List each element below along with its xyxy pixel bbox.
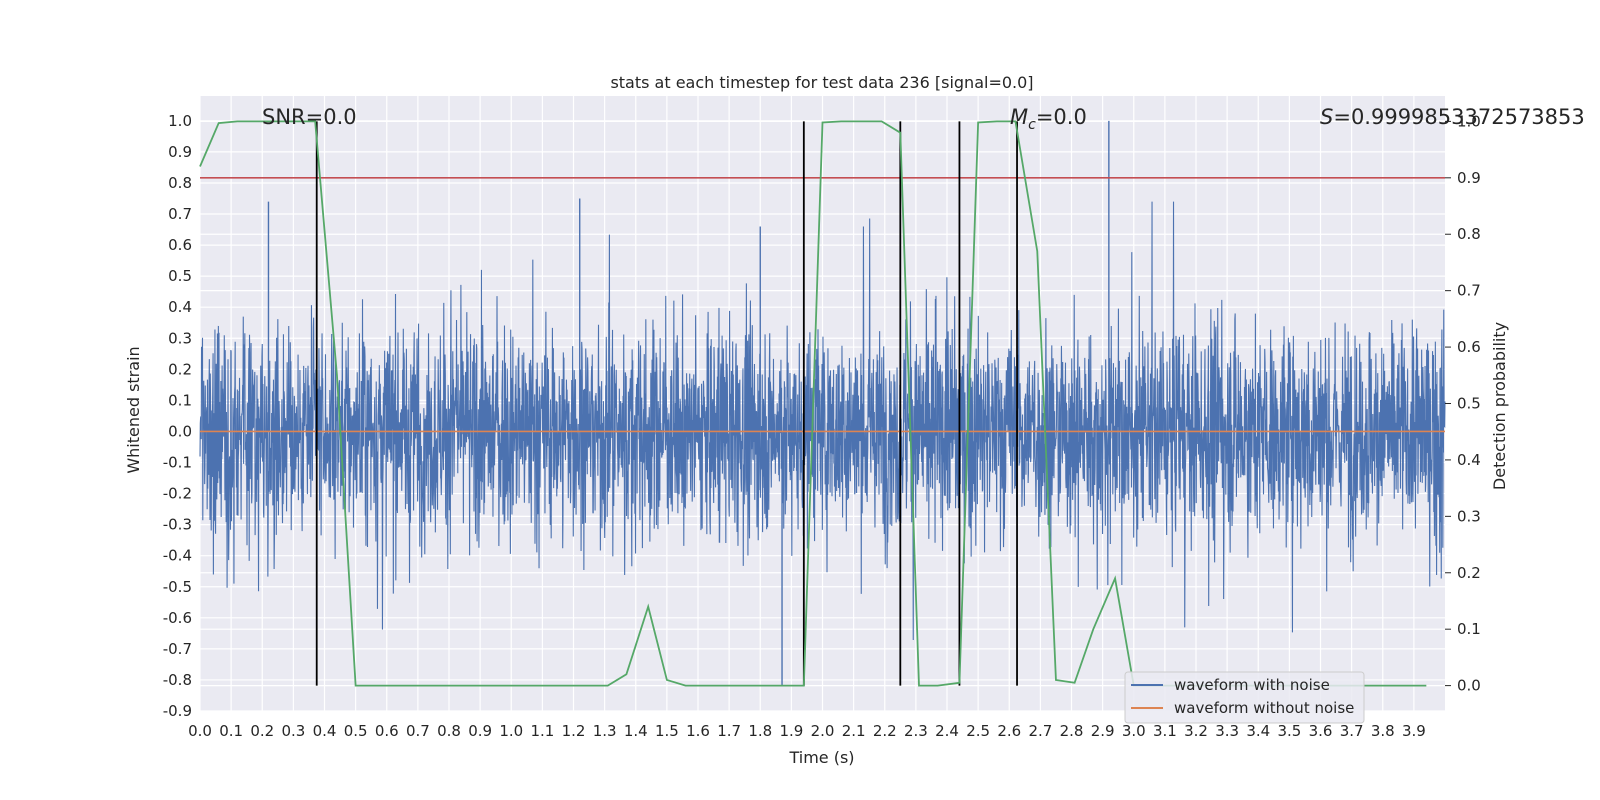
detection-vertical-lines: [315, 121, 1018, 686]
x-tick-label: 2.3: [904, 722, 928, 740]
legend-label-clean: waveform without noise: [1174, 699, 1354, 717]
x-tick-label: 2.5: [966, 722, 990, 740]
x-tick-label: 3.8: [1371, 722, 1395, 740]
y-tick-label-left: 0.0: [168, 422, 192, 440]
y-tick-label-left: -0.8: [163, 671, 192, 689]
x-tick-label: 0.5: [344, 722, 368, 740]
x-axis-label: Time (s): [788, 748, 854, 767]
x-tick-label: 3.0: [1122, 722, 1146, 740]
score-annotation: S=0.9999853372573853: [1320, 105, 1585, 129]
x-tick-label: 3.5: [1277, 722, 1301, 740]
noise-waveform-series: [199, 120, 1446, 687]
x-tick-label: 3.7: [1340, 722, 1364, 740]
x-tick-label: 2.6: [997, 722, 1021, 740]
x-tick-label: 1.9: [779, 722, 803, 740]
x-tick-label: 2.4: [935, 722, 959, 740]
y-tick-label-right: 0.3: [1457, 507, 1481, 525]
legend: waveform with noise waveform without noi…: [1124, 671, 1365, 724]
y-tick-label-right: 0.1: [1457, 620, 1481, 638]
x-tick-label: 2.9: [1091, 722, 1115, 740]
y-tick-label-right: 0.7: [1457, 282, 1481, 300]
y-tick-label-left: -0.3: [163, 516, 192, 534]
y-tick-label-left: 0.2: [168, 360, 192, 378]
y-tick-label-right: 0.2: [1457, 564, 1481, 582]
y-tick-label-right: 0.0: [1457, 677, 1481, 695]
x-ticks: 0.0 0.1 0.2 0.3 0.4 0.5 0.6 0.7 0.8 0.9 1.0 1.1 1.2 1…: [188, 722, 1426, 740]
x-tick-label: 1.2: [562, 722, 586, 740]
y-tick-label-left: -0.6: [163, 609, 192, 627]
y-tick-label-left: 0.9: [168, 143, 192, 161]
x-tick-label: 3.1: [1153, 722, 1177, 740]
y-tick-label-left: 0.8: [168, 174, 192, 192]
x-tick-label: 0.9: [468, 722, 492, 740]
x-tick-label: 0.6: [375, 722, 399, 740]
y-tick-label-left: 0.6: [168, 236, 192, 254]
y-tick-label-right: 0.6: [1457, 338, 1481, 356]
x-tick-label: 0.0: [188, 722, 212, 740]
y-tick-label-left: 0.1: [168, 391, 192, 409]
chart-title: stats at each timestep for test data 236…: [610, 73, 1033, 92]
x-tick-label: 2.1: [842, 722, 866, 740]
y-ticks-right: 1.0 0.9 0.8 0.7 0.6 0.5 0.4 0.3 0.2 0.1 0.0: [1445, 112, 1481, 695]
y-tick-label-right: 0.8: [1457, 225, 1481, 243]
x-tick-label: 3.9: [1402, 722, 1426, 740]
x-tick-label: 2.0: [811, 722, 835, 740]
snr-annotation: SNR=0.0: [262, 105, 357, 129]
y-axis-label-left: Whitened strain: [124, 346, 143, 473]
y-tick-label-left: 0.7: [168, 205, 192, 223]
x-tick-label: 3.4: [1246, 722, 1270, 740]
y-tick-label-left: -0.5: [163, 578, 192, 596]
x-tick-label: 2.8: [1060, 722, 1084, 740]
legend-box: [1124, 671, 1365, 724]
y-tick-label-right: 0.4: [1457, 451, 1481, 469]
legend-label-noise: waveform with noise: [1174, 676, 1330, 694]
x-tick-label: 2.2: [873, 722, 897, 740]
y-tick-label-left: -0.2: [163, 485, 192, 503]
y-tick-label-left: -0.9: [163, 702, 192, 720]
y-tick-label-left: 0.5: [168, 267, 192, 285]
x-tick-label: 3.6: [1309, 722, 1333, 740]
x-tick-label: 3.3: [1215, 722, 1239, 740]
chirp-mass-annotation: Mc=0.0: [1010, 105, 1087, 133]
x-tick-label: 0.4: [313, 722, 337, 740]
y-tick-label-left: -0.1: [163, 454, 192, 472]
x-tick-label: 2.7: [1028, 722, 1052, 740]
x-tick-label: 0.3: [281, 722, 305, 740]
x-tick-label: 3.2: [1184, 722, 1208, 740]
x-tick-label: 0.8: [437, 722, 461, 740]
y-tick-label-right: 0.9: [1457, 169, 1481, 187]
x-tick-label: 0.2: [250, 722, 274, 740]
y-tick-label-right: 0.5: [1457, 395, 1481, 413]
x-tick-label: 1.5: [655, 722, 679, 740]
x-tick-label: 0.7: [406, 722, 430, 740]
x-tick-label: 1.4: [624, 722, 648, 740]
y-ticks-left: 1.0 0.9 0.8 0.7 0.6 0.5 0.4 0.3 0.2 0.1 0.0 -0.1 -0.…: [163, 112, 192, 720]
x-tick-label: 1.8: [748, 722, 772, 740]
y-tick-label-left: 1.0: [168, 112, 192, 130]
x-tick-label: 1.6: [686, 722, 710, 740]
horizontal-lines: [200, 177, 1445, 433]
y-axis-label-right: Detection probability: [1490, 322, 1509, 490]
y-tick-label-left: 0.3: [168, 329, 192, 347]
y-tick-label-left: -0.7: [163, 640, 192, 658]
x-tick-label: 1.1: [530, 722, 554, 740]
y-tick-label-left: 0.4: [168, 298, 192, 316]
y-tick-label-right: 1.0: [1457, 112, 1481, 130]
y-tick-label-left: -0.4: [163, 547, 192, 565]
series-line-waveform-with-noise: [199, 201, 1446, 641]
x-tick-label: 0.1: [219, 722, 243, 740]
x-tick-label: 1.7: [717, 722, 741, 740]
x-tick-label: 1.3: [593, 722, 617, 740]
x-tick-label: 1.0: [499, 722, 523, 740]
